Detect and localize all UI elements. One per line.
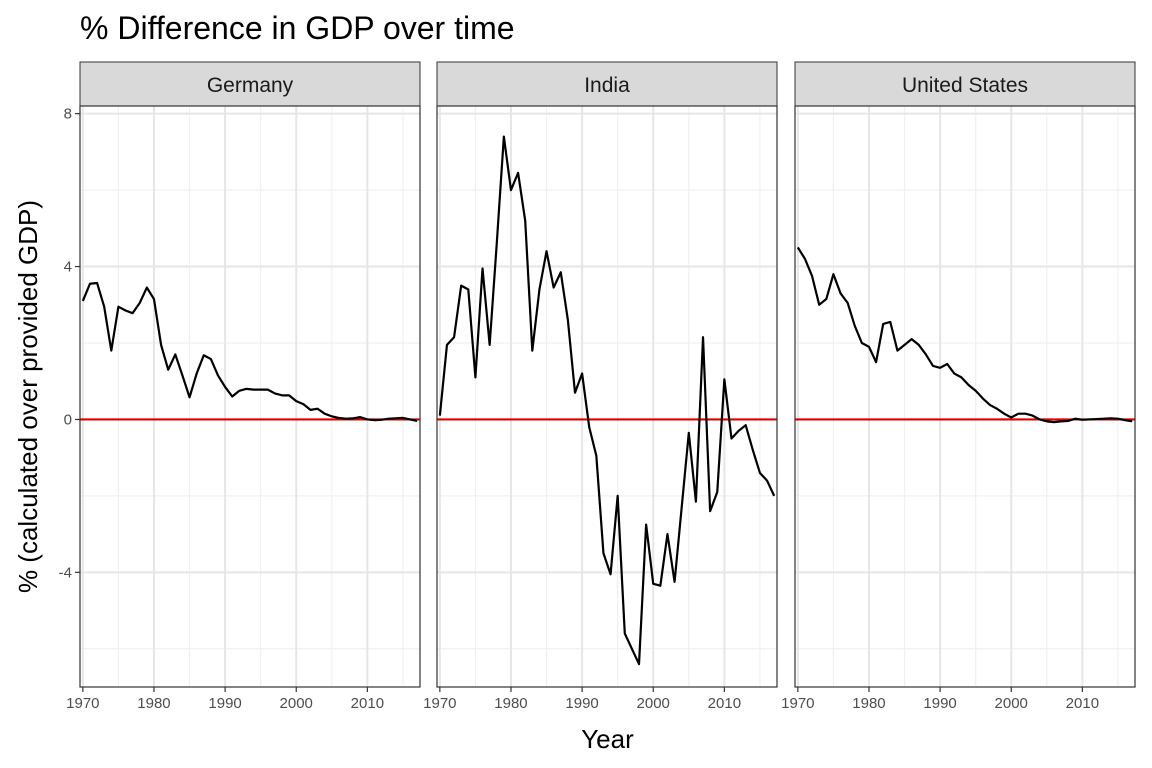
x-tick-label: 2010: [1066, 695, 1099, 712]
chart-title: % Difference in GDP over time: [80, 10, 515, 46]
facet-panels: Germany 1970 1980 1990 2000 2010 India 1970 1980…: [66, 61, 1136, 712]
facet-strip: [794, 61, 1136, 107]
x-tick-label: 2000: [280, 695, 313, 712]
x-tick-label: 1990: [208, 695, 241, 712]
series-line-india: [438, 135, 776, 666]
series-line-united-states: [796, 246, 1133, 424]
y-tick-label: 0: [64, 411, 72, 428]
x-tick-label: 1990: [565, 695, 598, 712]
facet-strip-label: India: [584, 74, 630, 97]
x-tick-label: 1970: [781, 695, 814, 712]
x-tick-label: 2010: [351, 695, 384, 712]
x-tick-label: 2010: [708, 695, 741, 712]
panel-border: [794, 105, 1136, 688]
x-tick-label: 2000: [637, 695, 670, 712]
y-tick-label: 4: [64, 259, 72, 276]
facet-strip-label: United States: [902, 74, 1028, 97]
facet-india: India 1970 1980 1990 2000 2010: [423, 61, 778, 712]
y-tick-label: 8: [64, 106, 72, 123]
facet-strip-label: Germany: [207, 74, 294, 97]
facet-united-states: United States 1970 1980 1990 2000 2010: [781, 61, 1136, 712]
x-tick-label: 1970: [423, 695, 456, 712]
y-tick-label: -4: [59, 564, 72, 581]
facet-germany: Germany 1970 1980 1990 2000 2010: [66, 61, 421, 712]
x-tick-label: 1980: [852, 695, 885, 712]
facet-strip: [79, 61, 421, 107]
x-tick-label: 1980: [137, 695, 170, 712]
x-tick-label: 2000: [995, 695, 1028, 712]
series-line-germany: [81, 281, 418, 423]
panel-background: [795, 106, 1135, 687]
panel-background: [80, 106, 420, 687]
panel-border: [79, 105, 421, 688]
facet-strip: [436, 61, 778, 107]
panel-border: [436, 105, 778, 688]
x-tick-label: 1980: [494, 695, 527, 712]
x-tick-label: 1970: [66, 695, 99, 712]
y-axis: -4 0 4 8: [59, 106, 80, 581]
x-tick-label: 1990: [923, 695, 956, 712]
panel-background: [437, 106, 777, 687]
y-axis-title: % (calculated over provided GDP): [13, 200, 43, 593]
x-axis-title: Year: [581, 724, 634, 754]
